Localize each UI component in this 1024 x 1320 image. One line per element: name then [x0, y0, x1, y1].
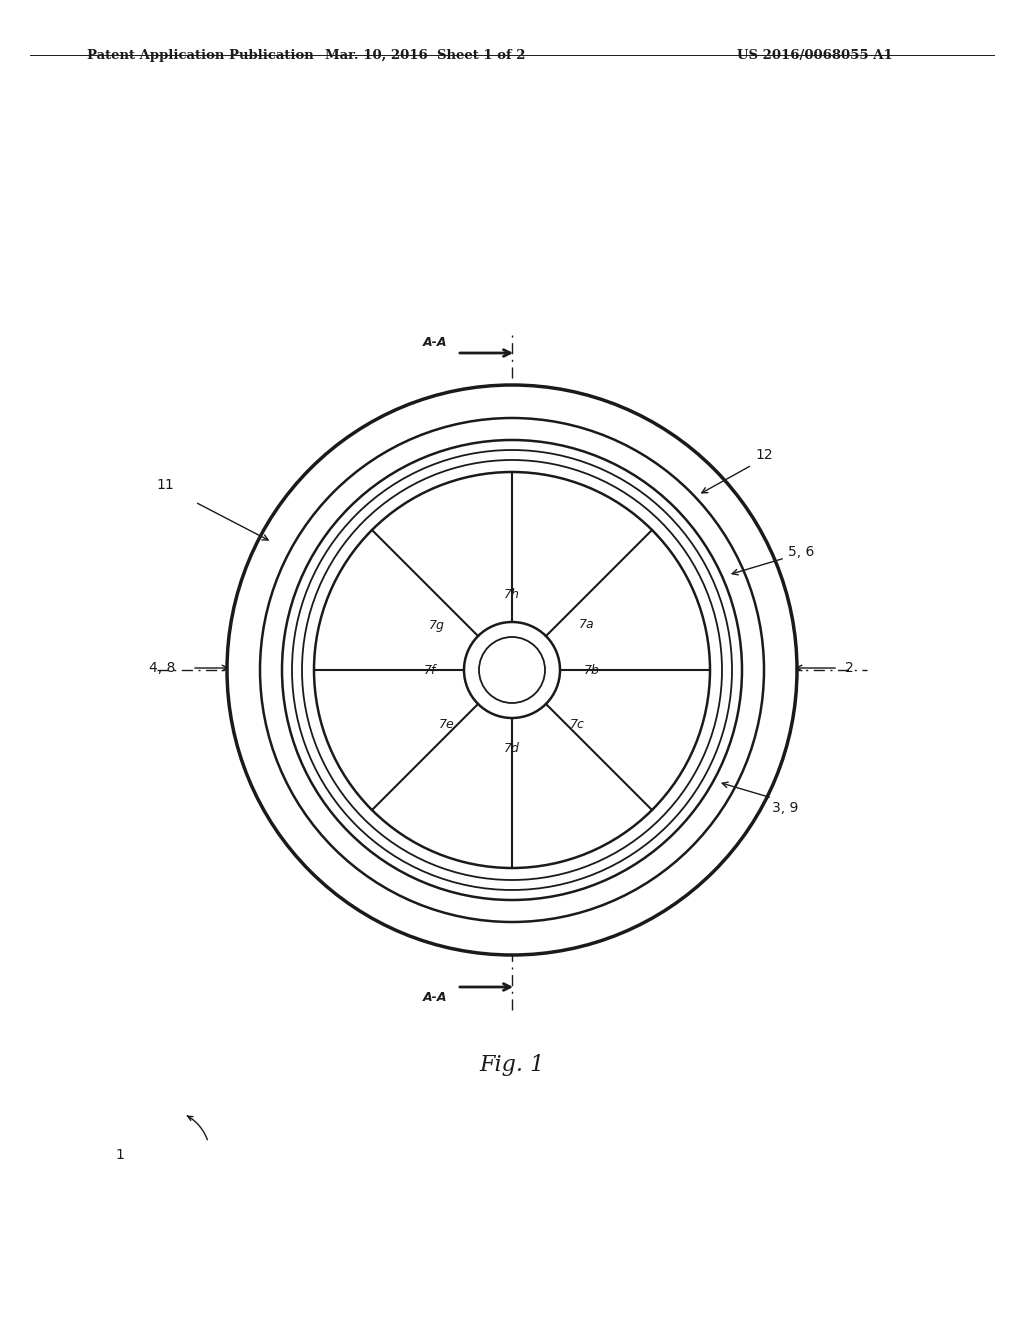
Text: 11: 11 [156, 478, 174, 492]
Circle shape [282, 440, 742, 900]
Circle shape [479, 638, 545, 704]
Text: 4, 8: 4, 8 [148, 661, 175, 675]
Text: 7h: 7h [504, 589, 520, 602]
Text: 12: 12 [755, 447, 773, 462]
Text: 7e: 7e [439, 718, 455, 731]
Text: 7f: 7f [424, 664, 436, 676]
Text: 2: 2 [845, 661, 854, 675]
Text: A-A: A-A [423, 991, 447, 1005]
Text: US 2016/0068055 A1: US 2016/0068055 A1 [737, 49, 893, 62]
Text: 7c: 7c [569, 718, 585, 731]
Circle shape [292, 450, 732, 890]
Circle shape [227, 385, 797, 954]
Text: A-A: A-A [423, 337, 447, 348]
Text: 3, 9: 3, 9 [772, 801, 799, 814]
Text: 7b: 7b [584, 664, 600, 676]
Circle shape [314, 473, 710, 869]
Text: 7d: 7d [504, 742, 520, 755]
Text: Fig. 1: Fig. 1 [479, 1053, 545, 1076]
Text: 5, 6: 5, 6 [788, 545, 814, 558]
Text: 7a: 7a [580, 619, 595, 631]
Text: 1: 1 [116, 1148, 125, 1162]
Circle shape [260, 418, 764, 921]
Text: 7g: 7g [429, 619, 445, 631]
Circle shape [464, 622, 560, 718]
Text: Patent Application Publication: Patent Application Publication [87, 49, 313, 62]
Circle shape [302, 459, 722, 880]
Text: Mar. 10, 2016  Sheet 1 of 2: Mar. 10, 2016 Sheet 1 of 2 [325, 49, 525, 62]
